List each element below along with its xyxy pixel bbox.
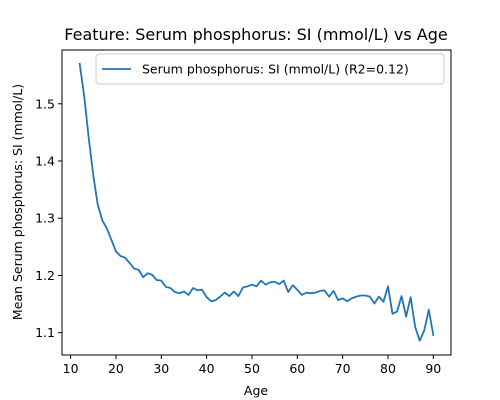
- y-tick-label: 1.5: [35, 96, 55, 111]
- x-tick-label: 50: [244, 361, 260, 376]
- chart-title: Feature: Serum phosphorus: SI (mmol/L) v…: [64, 25, 447, 44]
- y-tick-label: 1.3: [35, 211, 55, 226]
- x-tick-label: 20: [108, 361, 124, 376]
- x-tick-label: 40: [199, 361, 215, 376]
- series-line-0: [78, 62, 435, 342]
- y-tick-label: 1.2: [35, 268, 55, 283]
- y-axis: 1.1 1.2 1.3 1.4 1.5: [35, 96, 62, 340]
- plot-area: [61, 49, 452, 356]
- x-tick-label: 80: [380, 361, 396, 376]
- x-tick-label: 30: [153, 361, 169, 376]
- legend-label: Serum phosphorus: SI (mmol/L) (R2=0.12): [142, 62, 409, 77]
- plot-frame: [61, 49, 452, 356]
- x-tick-label: 70: [335, 361, 351, 376]
- y-tick-label: 1.4: [35, 154, 55, 169]
- x-tick-label: 90: [425, 361, 441, 376]
- x-axis-label: Age: [244, 383, 268, 398]
- legend-box: [95, 53, 445, 85]
- x-axis: 10 20 30 40 50 60 70 80 90: [63, 355, 441, 376]
- legend: Serum phosphorus: SI (mmol/L) (R2=0.12): [95, 53, 445, 85]
- y-axis-label: Mean Serum phosphorus: SI (mmol/L): [10, 84, 25, 320]
- y-tick-label: 1.1: [35, 325, 55, 340]
- x-tick-label: 10: [63, 361, 79, 376]
- x-tick-label: 60: [289, 361, 305, 376]
